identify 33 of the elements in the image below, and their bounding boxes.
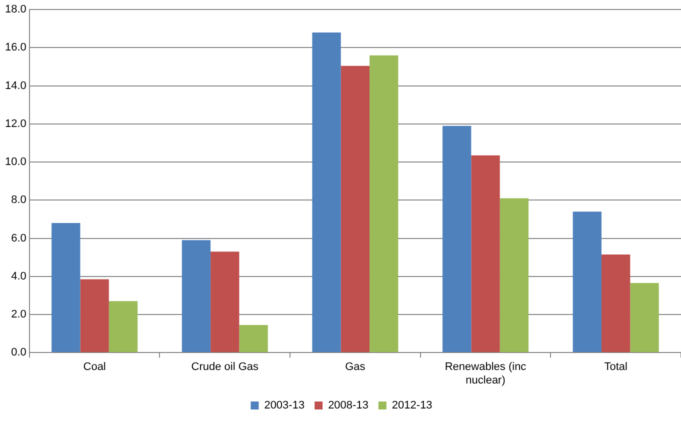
y-tick-label: 8.0: [11, 194, 26, 206]
bar: [52, 223, 80, 352]
y-tick-label: 10.0: [4, 156, 26, 168]
legend-label: 2008-13: [328, 400, 368, 412]
bar: [210, 252, 240, 352]
bar: [108, 301, 138, 352]
y-tick-label: 2.0: [11, 308, 26, 321]
x-tick-label: Renewables (inc nuclear): [444, 361, 527, 386]
bar: [80, 279, 109, 352]
bar: [630, 283, 659, 352]
x-tick-label: Gas: [345, 361, 366, 374]
bar: [239, 324, 268, 352]
bar: [312, 32, 341, 352]
y-tick-label: 4.0: [11, 270, 26, 282]
y-tick-label: 12.0: [4, 118, 26, 130]
bar: [370, 55, 398, 352]
bar: [182, 240, 211, 352]
y-tick-label: 18.0: [4, 4, 26, 16]
bar: [442, 126, 472, 352]
bar: [471, 155, 500, 352]
y-tick-label: 6.0: [11, 232, 26, 244]
y-tick-label: 16.0: [4, 42, 26, 54]
x-tick-label: Crude oil Gas: [191, 361, 260, 374]
legend-label: 2003-13: [264, 400, 305, 412]
x-tick-label: Coal: [83, 361, 106, 374]
y-tick-label: 0.0: [11, 346, 26, 359]
bar: [340, 66, 370, 352]
x-tick-label: Total: [604, 361, 628, 374]
legend-label: 2012-13: [392, 400, 432, 412]
y-tick-label: 14.0: [4, 80, 26, 92]
bar: [602, 254, 630, 352]
bar: [572, 212, 602, 352]
bar: [500, 198, 529, 352]
